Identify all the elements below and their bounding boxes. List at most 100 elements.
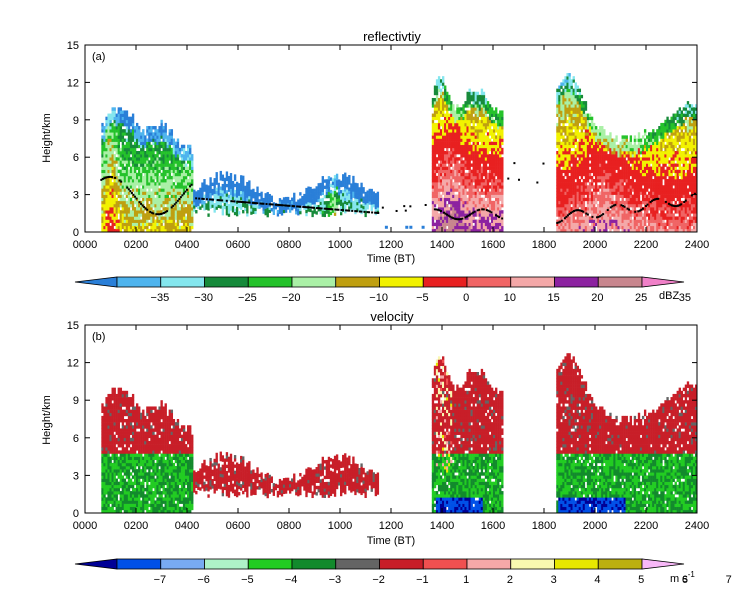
field-cell <box>148 172 151 177</box>
field-cell <box>448 157 451 161</box>
field-cell <box>627 197 630 202</box>
field-cell <box>127 116 131 121</box>
field-cell <box>599 141 602 146</box>
field-cell <box>431 104 435 108</box>
field-cell <box>215 197 218 201</box>
field-cell <box>439 135 443 139</box>
field-cell <box>144 191 147 195</box>
field-cell <box>609 225 612 230</box>
field-cell <box>584 116 588 121</box>
field-cell <box>488 160 492 164</box>
field-cell <box>558 166 561 170</box>
field-cell <box>154 157 157 161</box>
field-cell <box>576 185 579 189</box>
field-cell <box>488 110 492 114</box>
field-cell <box>609 194 612 199</box>
field-cell <box>613 166 616 170</box>
field-cell <box>431 119 435 124</box>
field-cell <box>439 104 443 108</box>
field-cell <box>456 197 459 202</box>
field-cell <box>637 200 641 205</box>
field-cell <box>162 175 165 180</box>
field-cell <box>309 186 312 191</box>
field-cell <box>472 132 475 136</box>
field-cell <box>564 132 567 136</box>
field-cell <box>448 154 451 158</box>
field-cell <box>107 157 110 161</box>
field-cell <box>160 122 163 127</box>
field-cell <box>456 188 459 192</box>
field-cell <box>103 200 106 205</box>
field-cell <box>625 154 628 158</box>
field-cell <box>162 144 165 149</box>
field-cell <box>160 228 163 233</box>
field-cell <box>601 207 604 211</box>
field-cell <box>454 144 457 149</box>
field-cell <box>452 194 455 199</box>
field-cell <box>168 175 171 180</box>
field-cell <box>609 219 612 223</box>
field-cell <box>119 116 123 121</box>
field-cell <box>121 154 125 158</box>
field-cell <box>470 110 473 114</box>
field-cell <box>599 126 602 130</box>
field-cell <box>621 179 624 183</box>
field-cell <box>111 207 114 211</box>
field-cell <box>488 138 492 142</box>
field-cell <box>454 154 457 158</box>
field-cell <box>576 132 579 136</box>
field-cell <box>450 200 453 205</box>
field-cell <box>468 160 471 164</box>
field-cell <box>454 150 457 155</box>
field-cell <box>460 163 463 167</box>
field-cell <box>574 91 577 96</box>
field-cell <box>601 172 604 177</box>
field-cell <box>256 195 259 200</box>
field-cell <box>191 194 194 199</box>
field-cell <box>254 198 257 202</box>
field-cell <box>572 97 575 102</box>
field-cell <box>470 219 473 223</box>
field-cell <box>603 179 606 183</box>
field-cell <box>601 138 604 142</box>
field-cell <box>556 122 559 127</box>
field-cell <box>609 138 612 142</box>
field-cell <box>352 207 355 211</box>
field-cell <box>335 186 339 190</box>
field-cell <box>111 194 114 199</box>
field-cell <box>107 191 110 195</box>
field-cell <box>431 169 435 174</box>
field-cell <box>448 122 451 127</box>
field-cell <box>431 188 435 192</box>
field-cell <box>433 213 437 217</box>
field-cell <box>227 179 231 183</box>
field-cell <box>435 135 439 139</box>
field-cell <box>619 182 622 186</box>
field-cell <box>574 88 577 93</box>
field-cell <box>597 207 600 211</box>
field-cell <box>178 185 182 189</box>
field-cell <box>105 150 108 155</box>
field-cell <box>156 132 159 136</box>
field-cell <box>570 122 573 127</box>
field-cell <box>474 185 477 189</box>
field-cell <box>187 203 190 208</box>
field-cell <box>580 188 584 192</box>
field-cell <box>182 228 186 233</box>
field-cell <box>119 185 123 189</box>
field-cell <box>480 197 484 202</box>
field-cell <box>493 175 496 180</box>
field-cell <box>631 225 635 230</box>
field-cell <box>127 216 131 220</box>
field-cell <box>499 228 502 233</box>
field-cell <box>474 175 477 180</box>
field-cell <box>101 160 104 164</box>
field-cell <box>597 144 600 149</box>
field-cell <box>105 197 108 202</box>
field-cell <box>207 194 210 199</box>
field-cell <box>142 219 145 223</box>
field-cell <box>621 154 624 158</box>
field-cell <box>146 172 149 177</box>
field-cell <box>111 182 114 186</box>
field-cell <box>313 194 316 199</box>
